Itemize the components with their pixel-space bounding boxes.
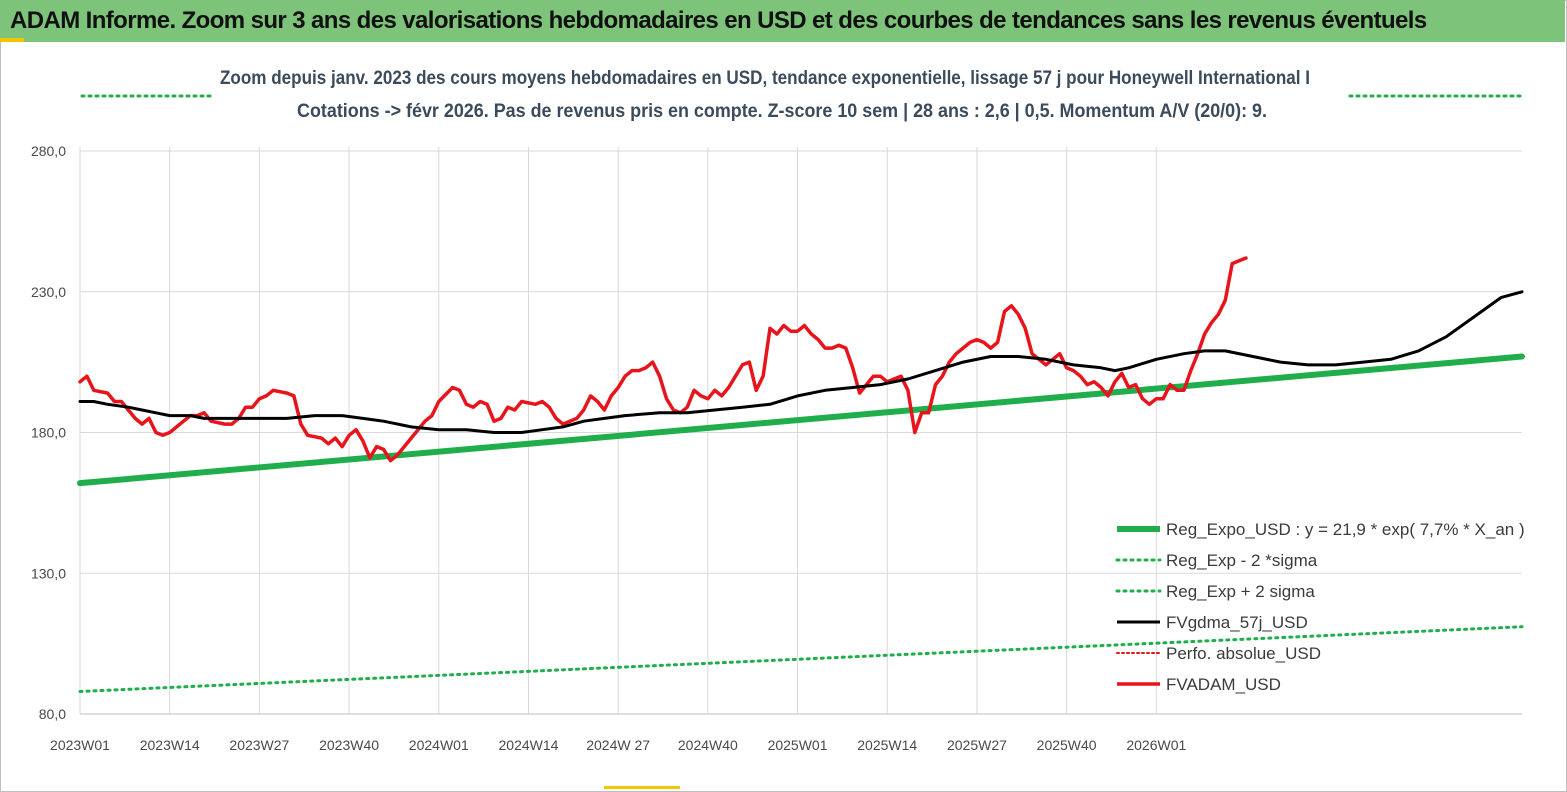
title-banner: ADAM Informe. Zoom sur 3 ans des valoris…	[0, 0, 1565, 42]
x-axis-ticks: 2023W01 2023W14 2023W27 2023W40 2024W01 2024W…	[50, 737, 1186, 753]
x-tick-label: 2025W27	[947, 737, 1007, 753]
x-tick-label: 2025W01	[768, 737, 828, 753]
bottom-accent-bar	[604, 786, 680, 789]
x-tick-label: 2024W14	[499, 737, 559, 753]
series-reg-minus-2sigma-line	[78, 625, 1524, 693]
x-tick-label: 2023W01	[50, 737, 110, 753]
series-reg-expo-line	[77, 353, 1525, 487]
series-fvgdma-line	[78, 290, 1524, 434]
x-tick-label: 2025W14	[857, 737, 917, 753]
banner-accent-bar	[0, 38, 24, 42]
x-tick-label: 2024W01	[409, 737, 469, 753]
line-chart: Zoom depuis janv. 2023 des cours moyens …	[31, 68, 1525, 753]
legend-label: Reg_Exp - 2 *sigma	[1166, 551, 1318, 570]
legend-label: FVADAM_USD	[1166, 675, 1281, 694]
y-tick-label: 180,0	[31, 425, 66, 441]
y-tick-label: 230,0	[31, 284, 66, 300]
legend-label: FVgdma_57j_USD	[1166, 613, 1308, 632]
chart-title-line2: Cotations -> févr 2026. Pas de revenus p…	[297, 101, 1267, 122]
y-tick-label: 280,0	[31, 143, 66, 159]
series-layer	[77, 94, 1525, 693]
y-axis-ticks: 280,0 230,0 180,0 130,0 80,0	[31, 143, 66, 722]
legend: Reg_Expo_USD : y = 21,9 * exp( 7,7% * X_…	[1115, 520, 1525, 694]
x-tick-label: 2026W01	[1126, 737, 1186, 753]
x-tick-label: 2023W14	[140, 737, 200, 753]
x-tick-label: 2023W27	[229, 737, 289, 753]
y-tick-label: 80,0	[39, 706, 66, 722]
legend-label: Reg_Expo_USD : y = 21,9 * exp( 7,7% * X_…	[1166, 520, 1525, 539]
series-fvadam-line	[78, 256, 1248, 463]
x-tick-label: 2024W 27	[586, 737, 650, 753]
x-tick-label: 2025W40	[1037, 737, 1097, 753]
legend-label: Perfo. absolue_USD	[1166, 644, 1321, 663]
x-tick-label: 2023W40	[319, 737, 379, 753]
legend-label: Reg_Exp + 2 sigma	[1166, 582, 1315, 601]
banner-title: ADAM Informe. Zoom sur 3 ans des valoris…	[10, 7, 1427, 34]
y-tick-label: 130,0	[31, 565, 66, 581]
chart-title-line1: Zoom depuis janv. 2023 des cours moyens …	[220, 68, 1310, 89]
x-tick-label: 2024W40	[678, 737, 738, 753]
